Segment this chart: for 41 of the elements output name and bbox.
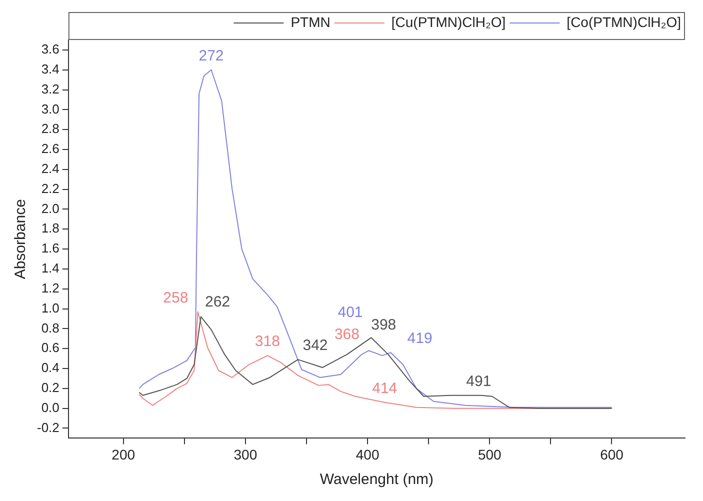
legend-label: [Co(PTMN)ClH₂O] [566,14,682,30]
y-tick-label: 0.0 [41,400,60,415]
y-tick-label: 2.6 [41,141,60,156]
x-tick-label: 300 [234,446,258,462]
legend-label: [Cu(PTMN)ClH₂O] [391,14,506,30]
y-tick-label: -0.2 [36,420,60,435]
y-tick-label: 0.8 [41,320,60,336]
x-tick-label: 400 [356,446,380,462]
y-tick-label: 1.6 [41,240,60,256]
x-axis-title: Wavelenght (nm) [320,471,434,488]
annotation: 401 [338,304,363,322]
y-tick-label: 0.4 [41,360,60,376]
x-tick-label: 200 [112,446,136,462]
y-tick-label: 3.4 [41,61,60,76]
annotation: 318 [254,333,280,350]
annotation: 368 [334,326,360,344]
annotation: 398 [371,316,396,334]
y-tick-label: 2.4 [41,160,60,176]
annotation: 414 [372,380,398,398]
annotation: 258 [163,289,188,306]
annotation: 272 [198,48,224,65]
y-tick-label: 1.0 [41,300,60,316]
y-tick-label: 2.8 [41,121,60,136]
legend-label: PTMN [290,14,330,30]
y-tick-label: 3.2 [41,81,60,96]
y-tick-label: 0.2 [41,380,60,396]
y-tick-label: 2.0 [41,200,60,216]
annotation: 491 [466,373,492,390]
y-tick-label: 3.6 [41,42,60,57]
x-tick-label: 500 [478,446,502,462]
y-tick-label: 0.6 [41,340,60,356]
annotation: 342 [302,337,328,354]
y-tick-label: 1.8 [41,220,60,236]
y-tick-label: 3.0 [41,101,60,116]
y-tick-label: 1.2 [41,280,60,296]
annotation: 419 [407,330,432,348]
annotation: 262 [205,293,230,310]
y-axis-title: Absorbance [12,199,30,280]
x-tick-label: 600 [600,446,624,462]
y-tick-label: 2.2 [41,180,60,196]
y-tick-label: 1.4 [41,260,60,276]
